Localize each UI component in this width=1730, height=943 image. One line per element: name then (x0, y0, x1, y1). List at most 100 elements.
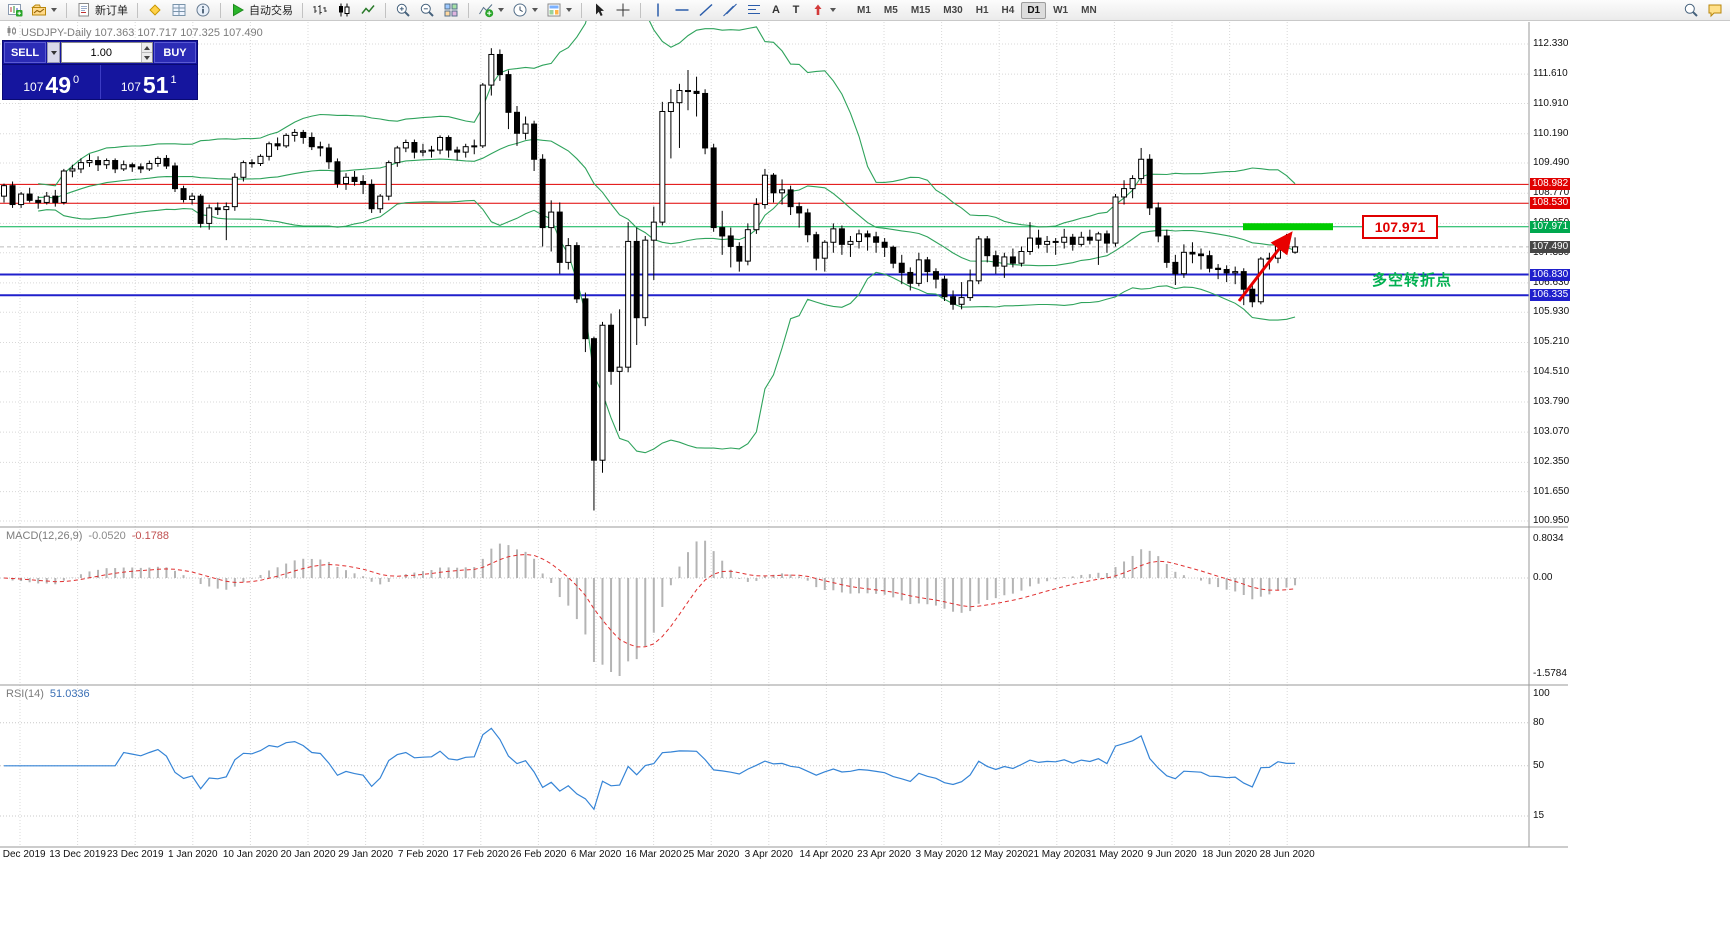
toolbar-separator (137, 2, 138, 18)
trendline-icon (698, 2, 714, 18)
new-chart-button[interactable] (4, 1, 26, 19)
sell-price[interactable]: 107 49 0 (3, 65, 100, 99)
rsi-panel-label: RSI(14) 51.0336 (6, 688, 90, 700)
fibonacci-tool-button[interactable] (743, 1, 765, 19)
timeframe-W1[interactable]: W1 (1047, 2, 1074, 19)
indicators-caret-icon (498, 8, 504, 12)
line-chart-mode-button[interactable] (357, 1, 379, 19)
zoom-in-button[interactable] (392, 1, 414, 19)
timeframe-M30[interactable]: M30 (937, 2, 968, 19)
zoom-in-icon (395, 2, 411, 18)
line-chart-icon (360, 2, 376, 18)
data-window-button[interactable] (192, 1, 214, 19)
candlestick-mode-button[interactable] (333, 1, 355, 19)
macd-main-value: -0.0520 (88, 530, 126, 542)
search-button[interactable] (1680, 1, 1702, 19)
cursor-tool-button[interactable] (588, 1, 610, 19)
new-order-button[interactable]: 新订单 (73, 1, 131, 19)
level-lines (0, 183, 1529, 297)
toolbar-separator (468, 2, 469, 18)
buy-price[interactable]: 107 51 1 (99, 65, 198, 99)
one-click-trading-panel: SELL BUY 107 49 0 107 51 1 (2, 40, 198, 100)
timeframe-M1[interactable]: M1 (851, 2, 877, 19)
candlestick-icon (336, 2, 352, 18)
buy-price-handle: 107 (120, 80, 141, 94)
crosshair-icon (615, 2, 631, 18)
arrows-tool-button[interactable] (807, 1, 839, 19)
crosshair-tool-button[interactable] (612, 1, 634, 19)
toolbar-separator (640, 2, 641, 18)
label-tool-icon: T (792, 4, 800, 16)
sell-price-point: 0 (73, 74, 80, 86)
periods-button[interactable] (509, 1, 541, 19)
toolbar-separator (581, 2, 582, 18)
chart-annotations (1237, 223, 1333, 302)
indicators-icon (478, 2, 494, 18)
label-tool-button[interactable]: T (787, 1, 805, 19)
volume-down-button[interactable] (141, 53, 152, 62)
new-order-label: 新订单 (95, 5, 128, 17)
profiles-button[interactable] (28, 1, 60, 19)
zoom-out-button[interactable] (416, 1, 438, 19)
macd-name: MACD(12,26,9) (6, 530, 83, 542)
templates-icon (546, 2, 562, 18)
bar-chart-mode-button[interactable] (309, 1, 331, 19)
bollinger-bands (38, 0, 1296, 454)
ohlc-text: USDJPY-Daily 107.363 107.717 107.325 107… (21, 26, 263, 39)
candlesticks (1, 48, 1299, 511)
metaeditor-button[interactable] (144, 1, 166, 19)
volume-up-button[interactable] (141, 43, 152, 53)
main-toolbar: 新订单 自动交易 (0, 0, 1730, 21)
cursor-icon (591, 2, 607, 18)
new-order-icon (76, 2, 92, 18)
autotrading-label: 自动交易 (249, 5, 293, 17)
horizontal-line-icon (674, 2, 690, 18)
toolbar-separator (385, 2, 386, 18)
text-tool-icon: A (772, 4, 780, 16)
ideas-button[interactable] (1704, 1, 1726, 19)
tile-windows-icon (443, 2, 459, 18)
market-watch-button[interactable] (168, 1, 190, 19)
macd-panel-label: MACD(12,26,9) -0.0520 -0.1788 (6, 530, 169, 542)
periods-clock-icon (512, 2, 528, 18)
timeframe-M5[interactable]: M5 (878, 2, 904, 19)
text-tool-button[interactable]: A (767, 1, 785, 19)
macd-signal-value: -0.1788 (131, 530, 170, 542)
autotrading-button[interactable]: 自动交易 (227, 1, 296, 19)
panel-frames (0, 22, 1568, 848)
chat-bubble-icon (1707, 2, 1723, 18)
chevron-up-icon (143, 45, 150, 50)
templates-button[interactable] (543, 1, 575, 19)
chart-grid (0, 22, 1529, 847)
timeframe-H4[interactable]: H4 (996, 2, 1021, 19)
toolbar-right-group (1680, 1, 1726, 19)
horizontal-line-tool-button[interactable] (671, 1, 693, 19)
timeframe-MN[interactable]: MN (1075, 2, 1103, 19)
market-watch-icon (171, 2, 187, 18)
channel-tool-button[interactable] (719, 1, 741, 19)
buy-button[interactable]: BUY (154, 42, 196, 63)
tile-windows-button[interactable] (440, 1, 462, 19)
timeframe-D1[interactable]: D1 (1021, 1, 1047, 19)
turning-point-annotation[interactable]: 多空转折点 (1372, 272, 1453, 289)
chart-ohlc-info: USDJPY-Daily 107.363 107.717 107.325 107… (5, 25, 263, 40)
profiles-caret-icon (51, 8, 57, 12)
timeframe-M15[interactable]: M15 (905, 2, 936, 19)
indicator-panels (0, 540, 1529, 817)
timeframe-H1[interactable]: H1 (970, 2, 995, 19)
rsi-name: RSI(14) (6, 688, 44, 700)
sell-button[interactable]: SELL (4, 42, 46, 63)
vertical-line-tool-button[interactable] (647, 1, 669, 19)
autotrading-play-icon (230, 2, 246, 18)
volume-input[interactable] (62, 43, 141, 62)
trendline-tool-button[interactable] (695, 1, 717, 19)
arrows-caret-icon (830, 8, 836, 12)
order-options-caret[interactable] (47, 42, 60, 63)
bar-chart-icon (312, 2, 328, 18)
volume-field-wrap (61, 42, 153, 63)
rsi-value: 51.0336 (49, 688, 90, 700)
chart-symbol-icon (5, 25, 17, 40)
price-annotation-box[interactable]: 107.971 (1362, 215, 1438, 239)
indicators-button[interactable] (475, 1, 507, 19)
